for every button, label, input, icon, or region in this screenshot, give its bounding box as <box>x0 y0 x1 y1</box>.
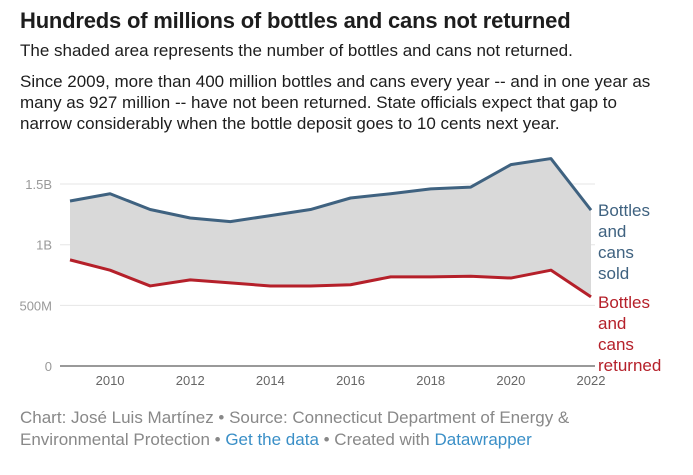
datawrapper-link[interactable]: Datawrapper <box>434 430 532 449</box>
chart-title: Hundreds of millions of bottles and cans… <box>20 8 571 33</box>
y-tick-label: 0 <box>45 359 52 374</box>
footer-created: • Created with <box>318 430 435 449</box>
chart-description: Since 2009, more than 400 million bottle… <box>20 72 651 133</box>
get-data-link[interactable]: Get the data <box>225 430 319 449</box>
y-tick-label: 1.5B <box>25 177 52 192</box>
sold-line <box>69 157 593 224</box>
x-tick-label: 2020 <box>496 373 525 388</box>
y-tick-label: 500M <box>19 298 52 313</box>
returned-label: Bottles and cans returned <box>598 293 661 375</box>
x-tick-label: 2012 <box>176 373 205 388</box>
x-tick-label: 2016 <box>336 373 365 388</box>
returned-line <box>69 258 592 299</box>
chart-footer: Chart: José Luis Martínez • Source: Conn… <box>20 407 680 451</box>
y-tick-label: 1B <box>36 238 52 253</box>
sold-label: Bottles and cans sold <box>598 201 650 283</box>
footer-credit: Chart: José Luis Martínez • Source: Conn… <box>20 408 570 449</box>
x-tick-label: 2010 <box>96 373 125 388</box>
x-tick-label: 2018 <box>416 373 445 388</box>
x-tick-label: 2022 <box>577 373 606 388</box>
not-returned-area <box>70 158 591 297</box>
chart-subtitle: The shaded area represents the number of… <box>20 41 573 60</box>
x-tick-label: 2014 <box>256 373 285 388</box>
